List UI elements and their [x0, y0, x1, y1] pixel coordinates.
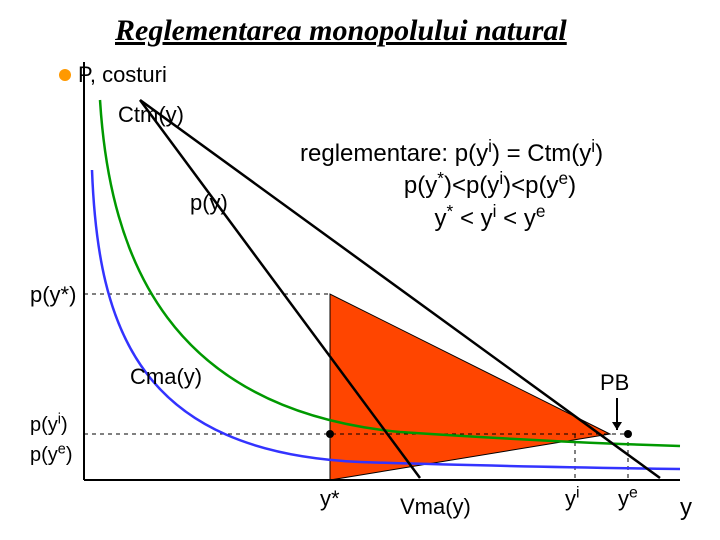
regulation-line2: p(y*)<p(yi)<p(ye)	[300, 170, 680, 202]
slide-title: Reglementarea monopolului natural	[115, 14, 567, 48]
regulation-line3: y* < yi < ye	[300, 203, 680, 235]
regulation-text: reglementare: p(yi) = Ctm(yi)p(y*)<p(yi)…	[300, 138, 680, 235]
label-cma: Cma(y)	[130, 364, 202, 390]
deadweight-triangle	[330, 294, 610, 480]
bullet-icon	[59, 69, 71, 81]
xtick-yi: yi	[565, 486, 580, 512]
ylabel-pye: p(ye)	[30, 444, 72, 467]
ylabel-pyi: p(yi)	[30, 414, 68, 437]
intersection-dot	[624, 430, 632, 438]
label-pb: PB	[600, 370, 629, 396]
regulation-line1: reglementare: p(yi) = Ctm(yi)	[300, 138, 680, 170]
intersection-dot	[326, 430, 334, 438]
label-vma: Vma(y)	[400, 494, 471, 520]
label-py: p(y)	[190, 190, 228, 216]
x-axis-label: y	[680, 494, 692, 522]
ylabel-pystar: p(y*)	[30, 282, 76, 308]
label-ctm: Ctm(y)	[118, 102, 184, 128]
pb-arrow-head	[612, 422, 622, 430]
xtick-ye: ye	[618, 486, 638, 512]
xtick-ystar: y*	[320, 486, 340, 512]
y-axis-title: P, costuri	[78, 62, 167, 88]
